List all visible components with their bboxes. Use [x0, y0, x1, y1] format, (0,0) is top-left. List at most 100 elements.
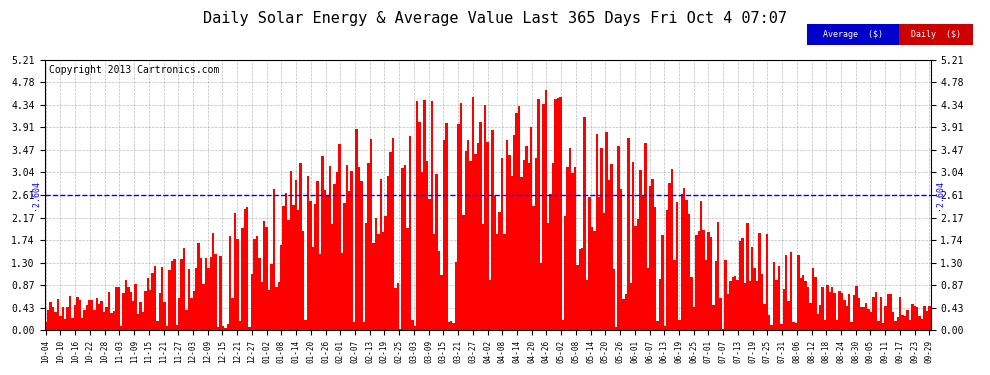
Bar: [314, 204, 317, 330]
Bar: [588, 197, 591, 330]
Bar: [787, 301, 790, 330]
Bar: [447, 322, 449, 330]
Bar: [758, 232, 760, 330]
Bar: [81, 318, 83, 330]
Bar: [673, 260, 676, 330]
Bar: [401, 168, 404, 330]
Bar: [224, 328, 227, 330]
Bar: [416, 100, 419, 330]
Bar: [581, 248, 583, 330]
Bar: [205, 258, 207, 330]
Bar: [698, 231, 700, 330]
Bar: [887, 294, 889, 330]
Bar: [680, 194, 683, 330]
Bar: [543, 104, 545, 330]
Bar: [569, 148, 571, 330]
Bar: [853, 295, 855, 330]
Bar: [61, 307, 64, 330]
Bar: [897, 318, 899, 330]
Bar: [610, 164, 613, 330]
Bar: [352, 322, 355, 330]
Bar: [819, 304, 822, 330]
Bar: [770, 325, 773, 330]
Bar: [95, 298, 98, 330]
Bar: [640, 170, 642, 330]
Bar: [561, 321, 564, 330]
Bar: [122, 292, 125, 330]
Bar: [50, 302, 51, 330]
Bar: [64, 319, 66, 330]
Bar: [297, 210, 299, 330]
Bar: [59, 316, 61, 330]
Bar: [137, 315, 140, 330]
Bar: [734, 276, 737, 330]
Bar: [556, 98, 559, 330]
Bar: [147, 278, 148, 330]
Bar: [183, 249, 185, 330]
Bar: [804, 281, 807, 330]
Bar: [431, 101, 433, 330]
Bar: [424, 100, 426, 330]
Bar: [924, 306, 926, 330]
Bar: [683, 188, 685, 330]
Bar: [857, 298, 860, 330]
Bar: [287, 220, 290, 330]
Bar: [253, 239, 255, 330]
Bar: [247, 207, 248, 330]
Bar: [926, 312, 929, 330]
Bar: [807, 287, 809, 330]
Bar: [533, 206, 535, 330]
Bar: [778, 266, 780, 330]
Bar: [484, 105, 486, 330]
Bar: [292, 205, 295, 330]
Bar: [202, 284, 205, 330]
Bar: [576, 265, 578, 330]
Bar: [178, 298, 180, 330]
Bar: [540, 263, 543, 330]
Bar: [322, 156, 324, 330]
Bar: [598, 196, 601, 330]
Bar: [467, 140, 469, 330]
Bar: [312, 248, 314, 330]
Bar: [406, 228, 409, 330]
Bar: [341, 253, 344, 330]
Bar: [307, 176, 309, 330]
Bar: [454, 262, 457, 330]
Bar: [551, 162, 554, 330]
Bar: [173, 259, 175, 330]
Bar: [285, 193, 287, 330]
Bar: [270, 264, 272, 330]
Bar: [309, 201, 312, 330]
Bar: [516, 113, 518, 330]
Bar: [921, 319, 924, 330]
Bar: [535, 159, 538, 330]
Bar: [829, 292, 831, 330]
Bar: [469, 161, 472, 330]
Bar: [877, 321, 880, 330]
Bar: [348, 190, 350, 330]
Bar: [258, 258, 260, 330]
Bar: [906, 310, 909, 330]
Bar: [518, 106, 521, 330]
Bar: [232, 298, 234, 330]
Bar: [751, 248, 753, 330]
Bar: [234, 213, 237, 330]
Bar: [782, 289, 785, 330]
Bar: [100, 301, 103, 330]
Bar: [372, 243, 374, 330]
Bar: [578, 249, 581, 330]
Bar: [118, 287, 120, 330]
Bar: [700, 201, 703, 330]
Bar: [717, 222, 720, 330]
Bar: [656, 321, 658, 330]
Bar: [130, 292, 132, 330]
Text: Average  ($): Average ($): [823, 30, 883, 39]
Bar: [156, 321, 158, 330]
Bar: [459, 103, 462, 330]
Bar: [207, 268, 210, 330]
Bar: [649, 186, 651, 330]
Bar: [479, 122, 481, 330]
Bar: [603, 213, 605, 330]
Bar: [865, 303, 867, 330]
Bar: [397, 283, 399, 330]
